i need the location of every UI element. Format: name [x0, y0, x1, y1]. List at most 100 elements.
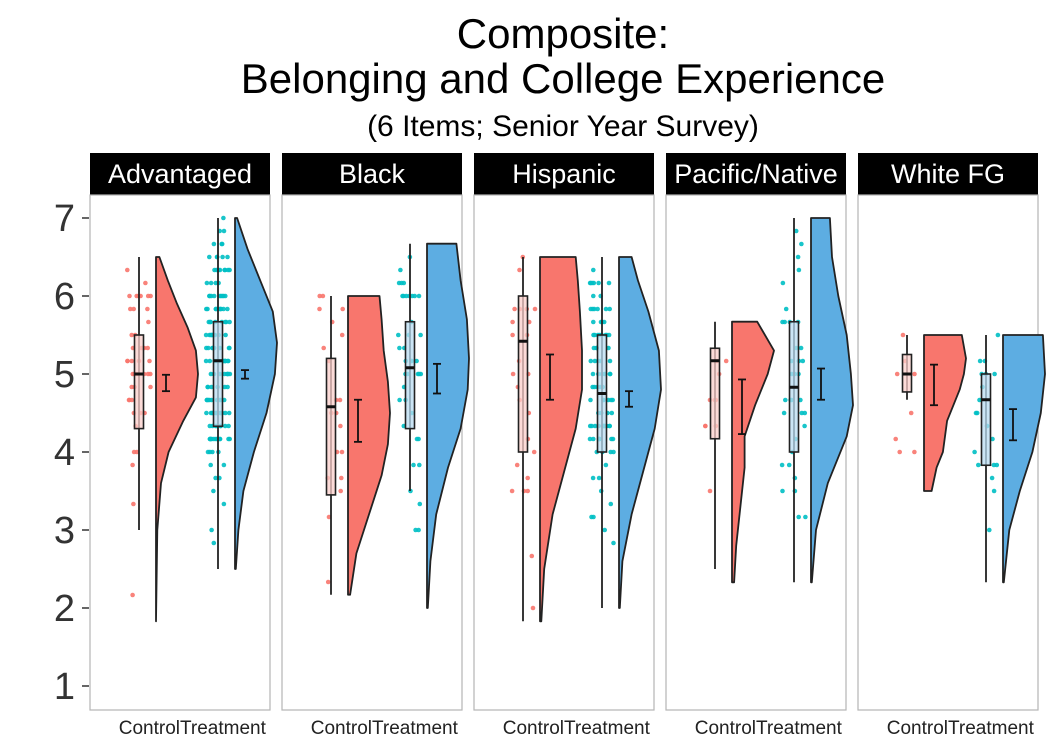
- data-point: [404, 293, 409, 299]
- data-point: [607, 306, 612, 312]
- data-point: [130, 592, 135, 598]
- data-point: [147, 358, 152, 364]
- data-point: [417, 501, 423, 507]
- half-violin: [155, 256, 199, 623]
- data-point: [802, 423, 807, 429]
- data-point: [589, 280, 595, 286]
- data-point: [799, 241, 804, 247]
- data-point: [204, 410, 209, 416]
- data-point: [591, 267, 596, 273]
- data-point: [145, 306, 150, 312]
- data-point: [512, 306, 517, 312]
- data-point: [607, 358, 613, 364]
- data-point: [591, 345, 597, 351]
- data-point: [529, 553, 535, 559]
- x-tick-label: Control: [887, 718, 948, 739]
- data-point: [603, 462, 609, 468]
- data-point: [912, 449, 917, 455]
- data-point: [127, 293, 132, 299]
- y-tick-label: 7: [54, 198, 75, 240]
- data-point: [209, 384, 214, 390]
- box-iqr: [709, 347, 721, 440]
- data-point: [893, 436, 898, 442]
- data-point: [587, 423, 593, 429]
- facet-strip-label: White FG: [891, 159, 1005, 189]
- panel-border: [281, 194, 463, 711]
- data-point: [723, 358, 729, 364]
- data-point: [608, 397, 614, 403]
- data-point: [596, 280, 601, 286]
- data-point: [339, 475, 344, 481]
- data-point: [894, 371, 900, 377]
- data-point: [213, 475, 218, 481]
- data-point: [221, 215, 226, 221]
- facet-panel: White FG Control Treatment: [857, 153, 1046, 739]
- data-point: [222, 423, 228, 429]
- data-point: [607, 371, 613, 377]
- data-point: [783, 397, 788, 403]
- data-point: [782, 319, 787, 325]
- data-point: [590, 384, 595, 390]
- chart-title-line-2: Belonging and College Experience: [241, 55, 885, 102]
- data-point: [780, 488, 785, 494]
- data-point: [609, 410, 615, 416]
- half-violin: [731, 320, 775, 584]
- data-point: [317, 306, 322, 312]
- data-point: [134, 449, 140, 455]
- data-point: [977, 397, 982, 403]
- data-point: [592, 358, 598, 364]
- x-tick-label: Control: [311, 718, 372, 739]
- data-point: [320, 293, 326, 299]
- data-point: [530, 605, 536, 611]
- chart-subtitle: (6 Items; Senior Year Survey): [367, 110, 759, 143]
- facet-strip: [90, 153, 270, 195]
- data-point: [897, 449, 902, 455]
- data-point: [517, 267, 522, 273]
- data-point: [417, 462, 422, 468]
- box-iqr: [133, 334, 145, 430]
- data-point: [397, 397, 402, 403]
- data-point: [779, 462, 785, 468]
- data-point: [992, 371, 997, 377]
- data-point: [592, 306, 597, 312]
- data-point: [510, 319, 515, 325]
- x-tick-label: Control: [119, 718, 180, 739]
- facet-strip-label: Hispanic: [512, 159, 616, 189]
- data-point: [413, 527, 418, 533]
- data-point: [148, 384, 153, 390]
- data-point: [130, 462, 135, 468]
- data-point: [325, 579, 331, 585]
- data-point: [338, 423, 343, 429]
- data-point: [591, 293, 596, 299]
- data-point: [592, 332, 597, 338]
- data-point: [900, 332, 906, 338]
- box-iqr: [325, 357, 337, 496]
- data-point: [223, 293, 228, 299]
- data-point: [222, 267, 227, 273]
- x-tick-label: Treatment: [948, 718, 1035, 739]
- data-point: [207, 254, 212, 260]
- data-point: [590, 475, 596, 481]
- data-point: [401, 280, 407, 286]
- x-tick-label: Treatment: [564, 718, 651, 739]
- data-point: [991, 488, 997, 494]
- data-point: [227, 267, 232, 273]
- data-point: [606, 345, 611, 351]
- data-point: [703, 423, 708, 429]
- data-point: [339, 449, 345, 455]
- data-point: [532, 306, 538, 312]
- data-point: [800, 358, 806, 364]
- x-tick-label: Control: [503, 718, 564, 739]
- half-violin: [923, 334, 967, 492]
- facet-strip-label: Advantaged: [108, 159, 252, 189]
- data-point: [145, 345, 150, 351]
- data-point: [221, 306, 226, 312]
- data-point: [531, 449, 537, 455]
- data-point: [131, 501, 136, 507]
- data-point: [143, 280, 148, 286]
- data-point: [125, 358, 130, 364]
- data-point: [211, 540, 217, 546]
- facet-panel: Hispanic Control Treatment: [473, 153, 662, 739]
- data-point: [989, 475, 995, 481]
- data-point: [225, 371, 230, 377]
